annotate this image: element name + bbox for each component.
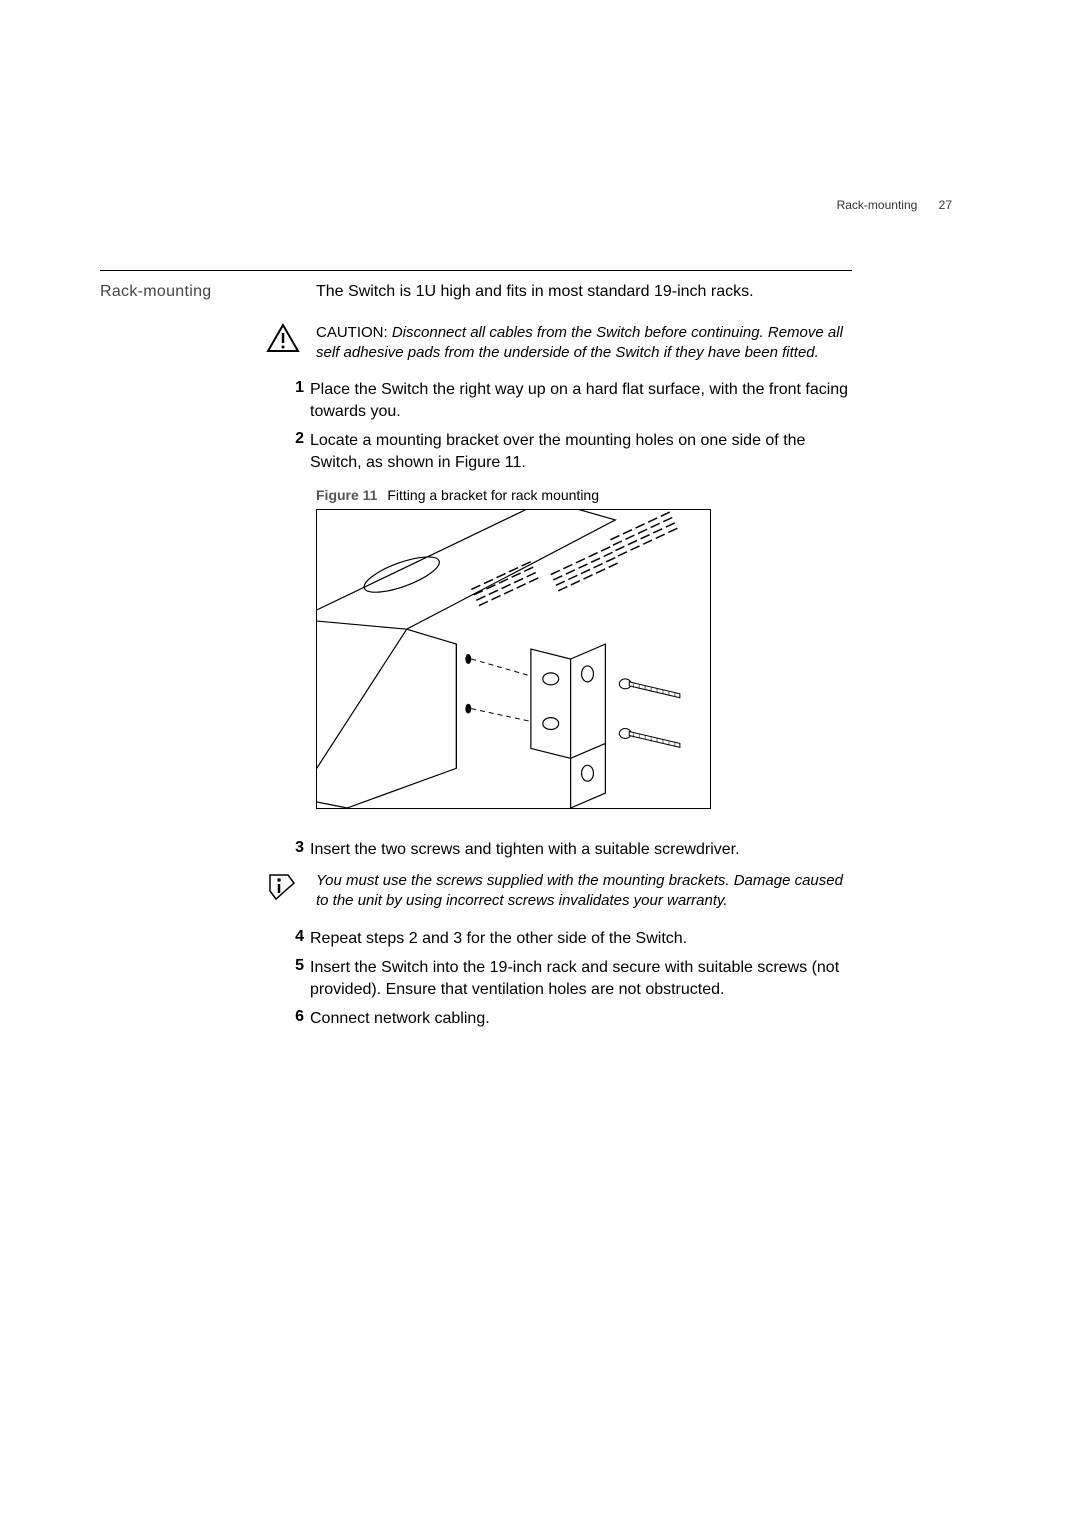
caution-callout: CAUTION: Disconnect all cables from the … xyxy=(266,323,852,364)
figure-illustration xyxy=(316,509,711,809)
step-number: 3 xyxy=(292,839,310,861)
header-section: Rack-mounting xyxy=(837,198,918,212)
step-1: 1 Place the Switch the right way up on a… xyxy=(316,379,852,422)
section-divider xyxy=(100,270,852,271)
document-page: Rack-mounting 27 Rack-mounting The Switc… xyxy=(0,0,1080,1038)
content-row: Rack-mounting The Switch is 1U high and … xyxy=(100,281,852,1038)
info-icon xyxy=(266,871,316,912)
step-6: 6 Connect network cabling. xyxy=(316,1008,852,1030)
page-header: Rack-mounting 27 xyxy=(837,198,952,212)
step-text: Locate a mounting bracket over the mount… xyxy=(310,430,852,473)
figure-caption-text: Fitting a bracket for rack mounting xyxy=(387,487,599,503)
step-number: 6 xyxy=(292,1008,310,1030)
step-3: 3 Insert the two screws and tighten with… xyxy=(316,839,852,861)
step-text: Place the Switch the right way up on a h… xyxy=(310,379,852,422)
step-number: 5 xyxy=(292,957,310,1000)
caution-label: CAUTION: xyxy=(316,324,388,341)
step-number: 2 xyxy=(292,430,310,473)
figure-label: Figure 11 xyxy=(316,487,377,503)
step-text: Insert the two screws and tighten with a… xyxy=(310,839,852,861)
caution-icon xyxy=(266,323,316,364)
step-number: 4 xyxy=(292,928,310,950)
step-text: Repeat steps 2 and 3 for the other side … xyxy=(310,928,852,950)
intro-paragraph: The Switch is 1U high and fits in most s… xyxy=(316,281,852,303)
header-page-number: 27 xyxy=(939,198,952,212)
caution-text: CAUTION: Disconnect all cables from the … xyxy=(316,323,852,364)
figure-caption: Figure 11 Fitting a bracket for rack mou… xyxy=(316,487,852,503)
step-number: 1 xyxy=(292,379,310,422)
bracket-diagram-svg xyxy=(317,510,710,808)
main-column: The Switch is 1U high and fits in most s… xyxy=(280,281,852,1038)
info-text: You must use the screws supplied with th… xyxy=(316,871,852,912)
step-4: 4 Repeat steps 2 and 3 for the other sid… xyxy=(316,928,852,950)
side-heading: Rack-mounting xyxy=(100,281,270,301)
step-2: 2 Locate a mounting bracket over the mou… xyxy=(316,430,852,473)
caution-body: Disconnect all cables from the Switch be… xyxy=(316,324,843,361)
step-5: 5 Insert the Switch into the 19-inch rac… xyxy=(316,957,852,1000)
step-text: Insert the Switch into the 19-inch rack … xyxy=(310,957,852,1000)
info-callout: You must use the screws supplied with th… xyxy=(266,871,852,912)
left-column: Rack-mounting xyxy=(100,281,280,1038)
step-text: Connect network cabling. xyxy=(310,1008,852,1030)
